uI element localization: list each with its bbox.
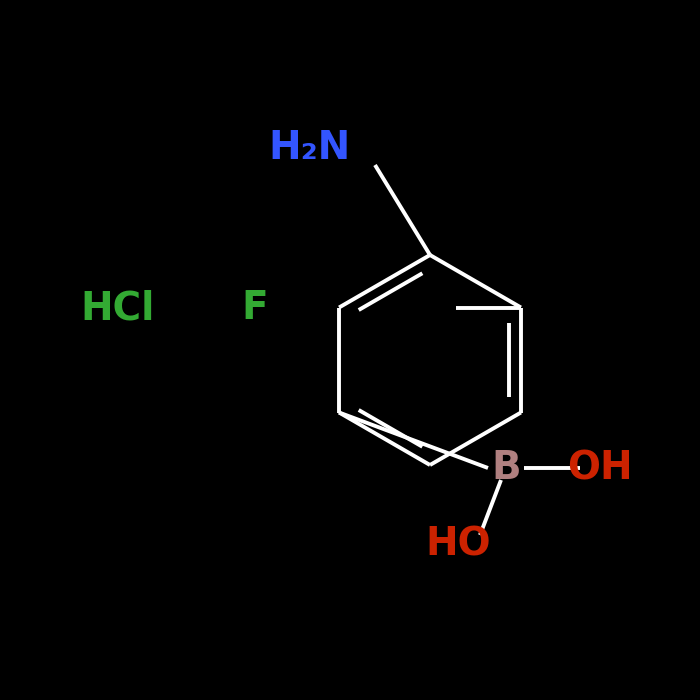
Text: HO: HO — [425, 526, 491, 564]
Text: OH: OH — [567, 449, 633, 487]
Text: B: B — [491, 449, 521, 487]
Text: H₂N: H₂N — [269, 129, 351, 167]
Text: F: F — [241, 289, 268, 327]
Text: HCl: HCl — [80, 289, 155, 327]
